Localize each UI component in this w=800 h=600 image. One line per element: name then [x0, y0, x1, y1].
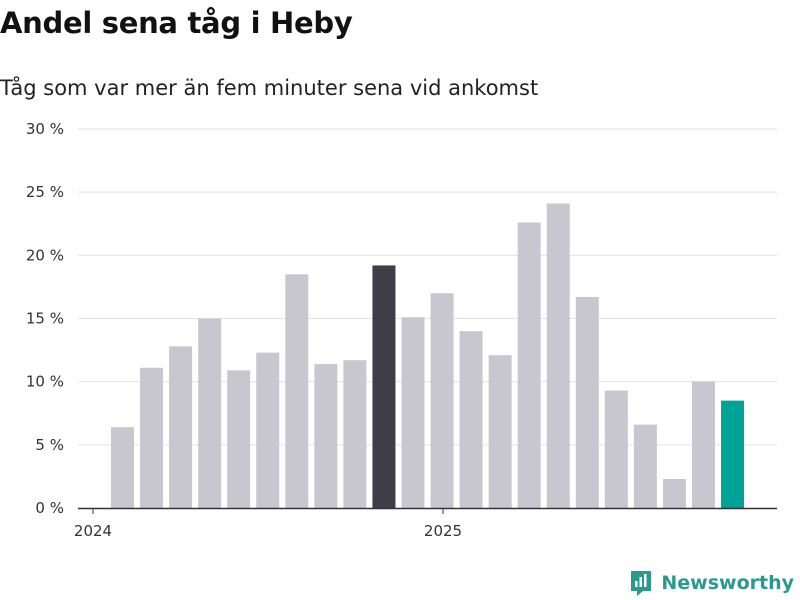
- bar: [401, 317, 425, 508]
- x-tick-label: 2025: [424, 522, 462, 540]
- brand-name: Newsworthy: [661, 572, 794, 594]
- bar: [314, 363, 338, 508]
- bar: [692, 381, 715, 508]
- bar-chart: 0 % 5 % 10 % 15 % 20 % 25 % 30 % 2024 2025: [26, 120, 777, 540]
- bar: [517, 222, 541, 508]
- y-tick-label: 25 %: [26, 183, 64, 201]
- bar: [633, 424, 657, 508]
- y-tick-label: 20 %: [26, 246, 64, 264]
- brand: Newsworthy: [629, 569, 794, 597]
- bar: [662, 478, 686, 508]
- bar: [575, 297, 599, 508]
- chart-subtitle: Tåg som var mer än fem minuter sena vid …: [0, 76, 539, 100]
- bar: [372, 265, 396, 508]
- bar: [169, 346, 193, 508]
- y-tick-label: 10 %: [26, 373, 64, 391]
- chart-title: Andel sena tåg i Heby: [0, 6, 353, 40]
- bar: [459, 331, 483, 508]
- y-tick-label: 15 %: [26, 310, 64, 328]
- bar: [546, 203, 570, 508]
- bar: [198, 318, 222, 508]
- y-tick-label: 5 %: [35, 436, 64, 454]
- bar: [488, 355, 512, 508]
- bar: [604, 390, 628, 508]
- bar: [227, 370, 251, 508]
- bar: [256, 352, 280, 508]
- newsworthy-logo-icon: [631, 571, 652, 596]
- bar: [285, 274, 309, 508]
- x-tick-label: 2024: [74, 522, 112, 540]
- bar: [343, 360, 367, 508]
- bar: [111, 427, 134, 508]
- y-tick-label: 0 %: [35, 499, 64, 517]
- bar: [721, 400, 745, 508]
- bar: [140, 367, 164, 508]
- bar: [430, 293, 454, 508]
- y-tick-label: 30 %: [26, 120, 64, 138]
